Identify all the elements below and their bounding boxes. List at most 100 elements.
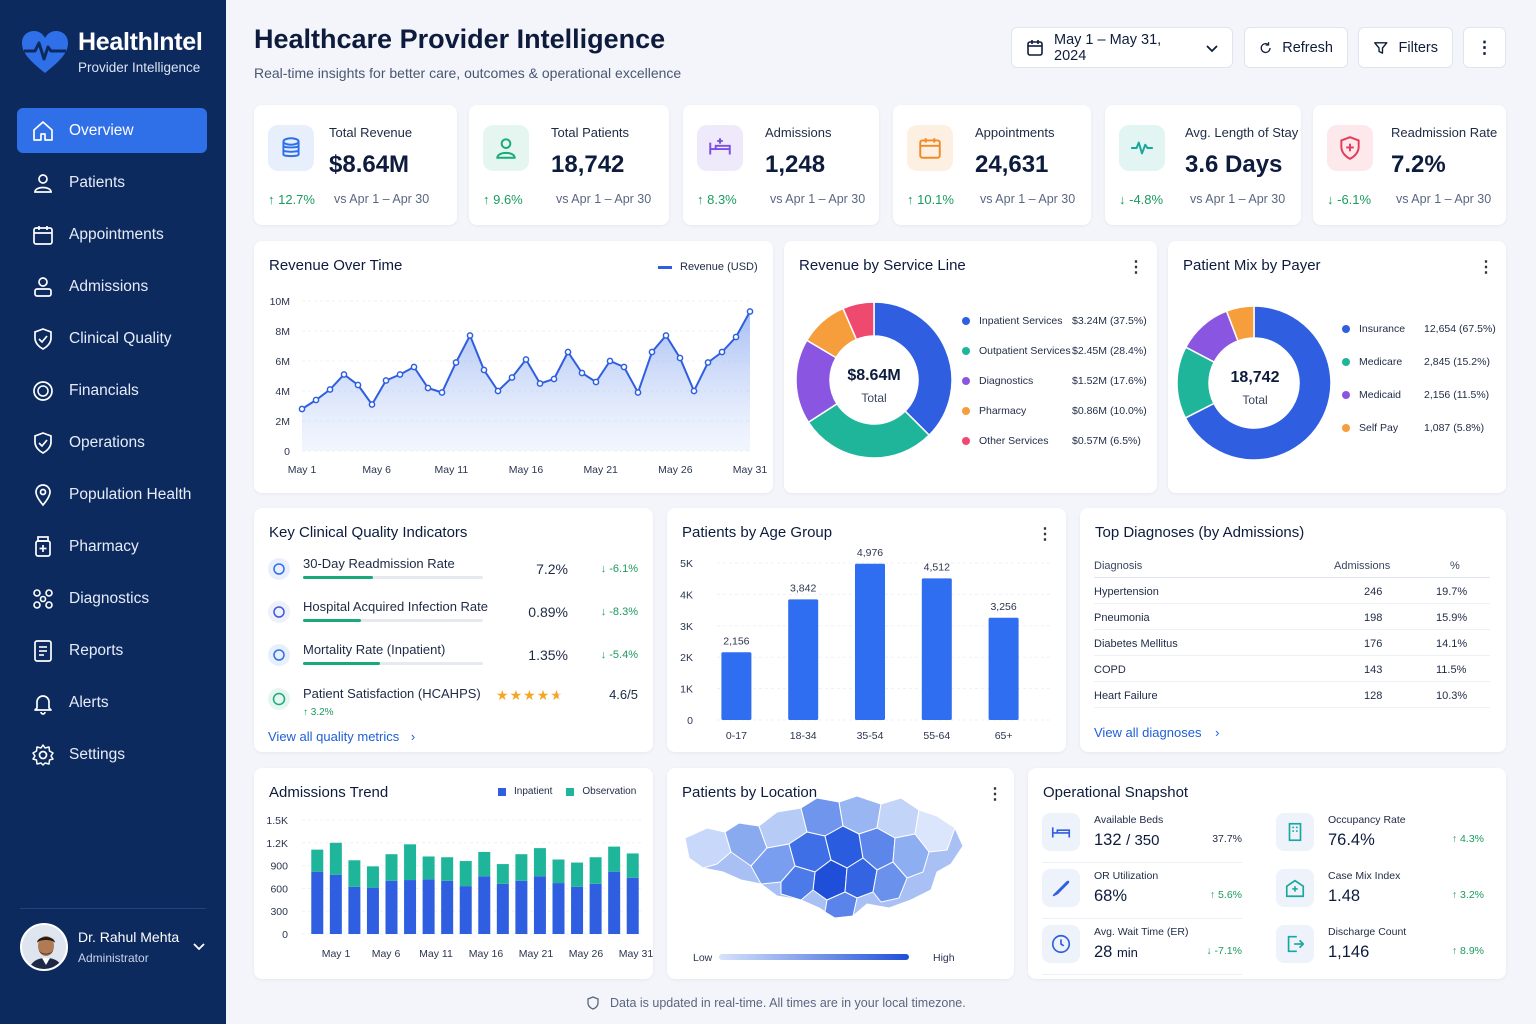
bar[interactable]: [721, 652, 752, 720]
legend-item[interactable]: Medicaid 2,156 (11.5%): [1342, 389, 1502, 401]
data-point[interactable]: [410, 363, 418, 371]
data-point[interactable]: [354, 381, 362, 389]
data-point[interactable]: [550, 375, 558, 383]
bar[interactable]: [988, 617, 1019, 720]
refresh-button[interactable]: Refresh: [1244, 27, 1348, 68]
sidebar-item-patients[interactable]: Patients: [17, 160, 207, 205]
bar-observation[interactable]: [311, 849, 324, 872]
data-point[interactable]: [522, 356, 530, 363]
bar-inpatient[interactable]: [366, 887, 379, 934]
bar-inpatient[interactable]: [626, 877, 639, 934]
bar-inpatient[interactable]: [404, 880, 417, 934]
bar-inpatient[interactable]: [496, 883, 509, 934]
bar-observation[interactable]: [404, 844, 417, 881]
bar-observation[interactable]: [589, 857, 602, 884]
date-range-picker[interactable]: May 1 – May 31, 2024: [1011, 27, 1233, 68]
data-point[interactable]: [326, 386, 334, 393]
kpi-card-admissions[interactable]: Admissions 1,248 ↑ 8.3% vs Apr 1 – Apr 3…: [683, 105, 879, 225]
bar-inpatient[interactable]: [385, 880, 398, 934]
quality-row[interactable]: 30-Day Readmission Rate 7.2% ↓ -6.1%: [268, 556, 638, 594]
bar-inpatient[interactable]: [552, 883, 565, 934]
chevron-down-icon[interactable]: [192, 940, 206, 954]
legend-item[interactable]: Outpatient Services $2.45M (28.4%): [962, 345, 1152, 357]
bar-observation[interactable]: [626, 853, 639, 878]
data-point[interactable]: [592, 378, 600, 386]
bar[interactable]: [921, 578, 952, 720]
legend-item[interactable]: Self Pay 1,087 (5.8%): [1342, 422, 1502, 434]
bar-inpatient[interactable]: [459, 886, 472, 934]
legend-item[interactable]: Inpatient Services $3.24M (37.5%): [962, 315, 1152, 327]
donut-slice[interactable]: [842, 301, 875, 341]
data-point[interactable]: [312, 396, 320, 404]
sidebar-item-pharmacy[interactable]: Pharmacy: [17, 524, 207, 569]
legend-item[interactable]: Inpatient: [498, 786, 552, 797]
satisfaction-row[interactable]: Patient Satisfaction (HCAHPS) ↑ 3.2% ★★★…: [268, 686, 638, 724]
bar-observation[interactable]: [571, 862, 584, 887]
legend-item[interactable]: Other Services $0.57M (6.5%): [962, 435, 1152, 447]
data-point[interactable]: [620, 363, 628, 371]
sidebar-item-clinical-quality[interactable]: Clinical Quality: [17, 316, 207, 361]
donut-slice[interactable]: [873, 301, 953, 437]
legend-item[interactable]: Observation: [566, 786, 636, 797]
bar-observation[interactable]: [385, 854, 398, 881]
kpi-card-readmission-rate[interactable]: Readmission Rate 7.2% ↓ -6.1% vs Apr 1 –…: [1313, 105, 1506, 225]
view-diagnoses-link[interactable]: View all diagnoses ›: [1094, 725, 1219, 740]
bar-inpatient[interactable]: [608, 871, 621, 934]
data-point[interactable]: [564, 348, 572, 356]
ops-metric-available-beds[interactable]: Available Beds 132 / 350 37.7%: [1042, 811, 1242, 863]
data-point[interactable]: [690, 387, 698, 395]
bar-inpatient[interactable]: [478, 876, 491, 934]
bar-observation[interactable]: [552, 859, 565, 884]
kpi-card-appointments[interactable]: Appointments 24,631 ↑ 10.1% vs Apr 1 – A…: [893, 105, 1091, 225]
kebab-icon[interactable]: ⋮: [1478, 259, 1494, 276]
bar-observation[interactable]: [459, 861, 472, 887]
sidebar-item-financials[interactable]: Financials: [17, 368, 207, 413]
data-point[interactable]: [424, 384, 432, 392]
bar-observation[interactable]: [366, 866, 379, 888]
sidebar-item-population-health[interactable]: Population Health: [17, 472, 207, 517]
data-point[interactable]: [438, 389, 446, 396]
kpi-card-total-revenue[interactable]: Total Revenue $8.64M ↑ 12.7% vs Apr 1 – …: [254, 105, 457, 225]
more-options-button[interactable]: ⋮: [1463, 27, 1506, 68]
data-point[interactable]: [396, 371, 404, 378]
data-point[interactable]: [662, 332, 670, 339]
bar-inpatient[interactable]: [589, 883, 602, 934]
ops-metric-discharge-count[interactable]: Discharge Count 1,146 ↑ 8.9%: [1276, 923, 1484, 975]
data-point[interactable]: [340, 371, 348, 378]
kpi-card-avg-length-of-stay[interactable]: Avg. Length of Stay 3.6 Days ↓ -4.8% vs …: [1105, 105, 1301, 225]
ops-metric-occupancy-rate[interactable]: Occupancy Rate 76.4% ↑ 4.3%: [1276, 811, 1484, 863]
bar[interactable]: [788, 599, 819, 720]
kpi-card-total-patients[interactable]: Total Patients 18,742 ↑ 9.6% vs Apr 1 – …: [469, 105, 669, 225]
data-point[interactable]: [368, 401, 376, 408]
sidebar-item-operations[interactable]: Operations: [17, 420, 207, 465]
kebab-icon[interactable]: ⋮: [987, 786, 1003, 803]
donut-slice[interactable]: [1225, 305, 1255, 342]
sidebar-item-alerts[interactable]: Alerts: [17, 680, 207, 725]
data-point[interactable]: [746, 308, 754, 315]
data-point[interactable]: [704, 359, 712, 366]
bar-inpatient[interactable]: [329, 874, 342, 934]
bar-observation[interactable]: [422, 856, 435, 880]
ops-metric-avg-wait-time-er-[interactable]: Avg. Wait Time (ER) 28 min ↓ -7.1%: [1042, 923, 1242, 975]
data-point[interactable]: [508, 374, 516, 381]
data-point[interactable]: [298, 405, 306, 413]
data-point[interactable]: [480, 366, 488, 374]
bar-observation[interactable]: [608, 846, 621, 872]
quality-row[interactable]: Hospital Acquired Infection Rate 0.89% ↓…: [268, 599, 638, 637]
brand[interactable]: HealthIntel Provider Intelligence: [20, 28, 203, 75]
legend-item[interactable]: Medicare 2,845 (15.2%): [1342, 356, 1502, 368]
sidebar-item-overview[interactable]: Overview: [17, 108, 207, 153]
sidebar-item-appointments[interactable]: Appointments: [17, 212, 207, 257]
data-point[interactable]: [718, 348, 726, 356]
data-point[interactable]: [494, 387, 502, 395]
donut-slice[interactable]: [1184, 305, 1332, 461]
data-point[interactable]: [606, 357, 614, 365]
bar-inpatient[interactable]: [533, 876, 546, 934]
table-row[interactable]: Diabetes Mellitus 176 14.1%: [1094, 630, 1490, 656]
kebab-icon[interactable]: ⋮: [1128, 259, 1144, 276]
sidebar-item-reports[interactable]: Reports: [17, 628, 207, 673]
bar-observation[interactable]: [515, 854, 528, 881]
location-map[interactable]: High Low: [667, 768, 1014, 979]
legend-item[interactable]: Diagnostics $1.52M (17.6%): [962, 375, 1152, 387]
sidebar-item-settings[interactable]: Settings: [17, 732, 207, 777]
